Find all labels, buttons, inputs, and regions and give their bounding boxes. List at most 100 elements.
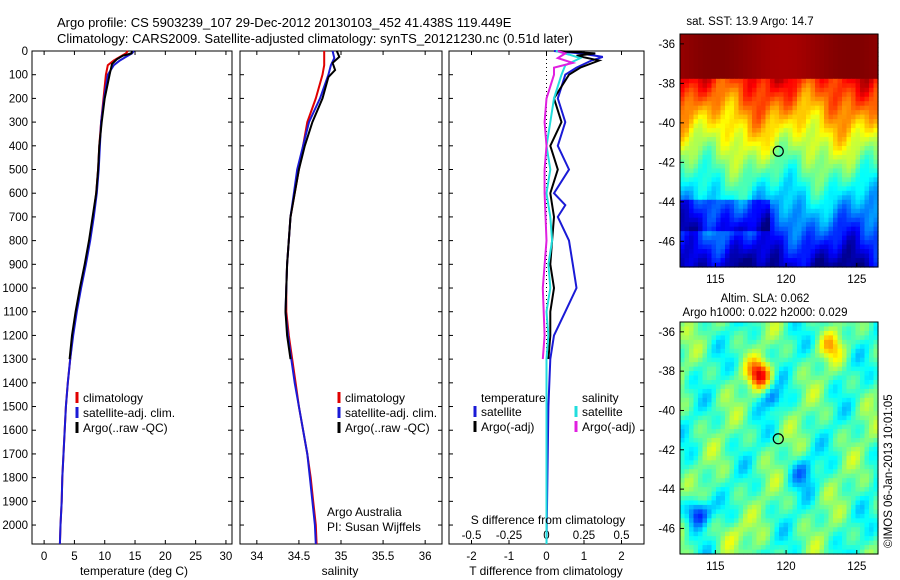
heatmap-cell	[765, 65, 771, 71]
heatmap-cell	[783, 397, 789, 403]
heatmap-cell	[824, 101, 830, 107]
heatmap-cell	[815, 34, 821, 40]
heatmap-cell	[747, 226, 753, 232]
heatmap-cell	[743, 137, 749, 143]
heatmap-cell	[765, 402, 771, 408]
heatmap-cell	[738, 496, 744, 502]
heatmap-cell	[779, 384, 785, 390]
heatmap-cell	[792, 366, 798, 372]
heatmap-cell	[774, 326, 780, 332]
heatmap-cell	[815, 478, 821, 484]
heatmap-cell	[846, 397, 852, 403]
heatmap-cell	[693, 199, 699, 205]
heatmap-cell	[783, 411, 789, 417]
heatmap-cell	[783, 47, 789, 53]
heatmap-cell	[828, 371, 834, 377]
heatmap-cell	[833, 213, 839, 219]
heatmap-cell	[846, 335, 852, 341]
heatmap-cell	[783, 335, 789, 341]
heatmap-cell	[698, 51, 704, 57]
heatmap-cell	[855, 438, 861, 444]
heatmap-cell	[864, 455, 870, 461]
heatmap-cell	[819, 65, 825, 71]
heatmap-cell	[752, 464, 758, 470]
heatmap-cell	[680, 411, 686, 417]
heatmap-cell	[864, 353, 870, 359]
heatmap-cell	[684, 195, 690, 201]
heatmap-cell	[801, 509, 807, 515]
heatmap-cell	[738, 500, 744, 506]
heatmap-cell	[792, 123, 798, 129]
heatmap-cell	[779, 531, 785, 537]
heatmap-cell	[711, 545, 717, 551]
heatmap-cell	[797, 464, 803, 470]
heatmap-cell	[837, 415, 843, 421]
heatmap-cell	[689, 513, 695, 519]
heatmap-cell	[864, 491, 870, 497]
heatmap-cell	[747, 375, 753, 381]
heatmap-cell	[684, 406, 690, 412]
heatmap-cell	[756, 527, 762, 533]
heatmap-cell	[698, 132, 704, 138]
heatmap-cell	[684, 56, 690, 62]
heatmap-cell	[855, 433, 861, 439]
heatmap-cell	[869, 339, 875, 345]
heatmap-cell	[738, 253, 744, 259]
heatmap-cell	[828, 487, 834, 493]
heatmap-cell	[806, 123, 812, 129]
heatmap-cell	[788, 262, 794, 268]
heatmap-cell	[702, 504, 708, 510]
heatmap-cell	[765, 42, 771, 49]
heatmap-cell	[738, 159, 744, 165]
heatmap-cell	[846, 253, 852, 259]
heatmap-cell	[869, 518, 875, 524]
heatmap-cell	[756, 415, 762, 421]
heatmap-cell	[689, 159, 695, 165]
heatmap-cell	[711, 163, 717, 170]
heatmap-cell	[810, 217, 816, 223]
heatmap-cell	[788, 141, 794, 147]
heatmap-cell	[869, 240, 875, 246]
heatmap-cell	[747, 101, 753, 107]
heatmap-cell	[801, 500, 807, 506]
heatmap-cell	[855, 190, 861, 196]
heatmap-cell	[702, 380, 708, 386]
heatmap-cell	[824, 362, 830, 368]
heatmap-cell	[851, 235, 857, 241]
heatmap-cell	[765, 438, 771, 444]
heatmap-cell	[738, 473, 744, 479]
heatmap-cell	[860, 253, 866, 259]
heatmap-cell	[770, 402, 776, 408]
heatmap-cell	[734, 527, 740, 533]
heatmap-cell	[707, 473, 713, 479]
heatmap-cell	[819, 34, 825, 40]
heatmap-cell	[693, 500, 699, 506]
heatmap-cell	[842, 446, 848, 452]
heatmap-cell	[747, 522, 753, 528]
heatmap-cell	[797, 536, 803, 542]
heatmap-cell	[684, 253, 690, 259]
heatmap-cell	[743, 500, 749, 506]
heatmap-cell	[788, 231, 794, 237]
heatmap-cell	[743, 455, 749, 461]
heatmap-cell	[743, 433, 749, 439]
heatmap-cell	[864, 504, 870, 510]
heatmap-cell	[869, 536, 875, 542]
heatmap-cell	[734, 253, 740, 259]
heatmap-cell	[702, 105, 708, 111]
heatmap-cell	[765, 335, 771, 341]
heatmap-cell	[851, 92, 857, 98]
heatmap-cell	[792, 487, 798, 493]
heatmap-cell	[851, 42, 857, 49]
heatmap-cell	[842, 411, 848, 417]
heatmap-cell	[680, 491, 686, 497]
heatmap-cell	[711, 132, 717, 138]
heatmap-cell	[801, 258, 807, 264]
heatmap-cell	[788, 42, 794, 49]
heatmap-cell	[770, 451, 776, 457]
heatmap-cell	[783, 186, 789, 192]
heatmap-cell	[747, 496, 753, 502]
heatmap-cell	[779, 433, 785, 439]
heatmap-cell	[720, 114, 726, 120]
heatmap-cell	[788, 56, 794, 62]
